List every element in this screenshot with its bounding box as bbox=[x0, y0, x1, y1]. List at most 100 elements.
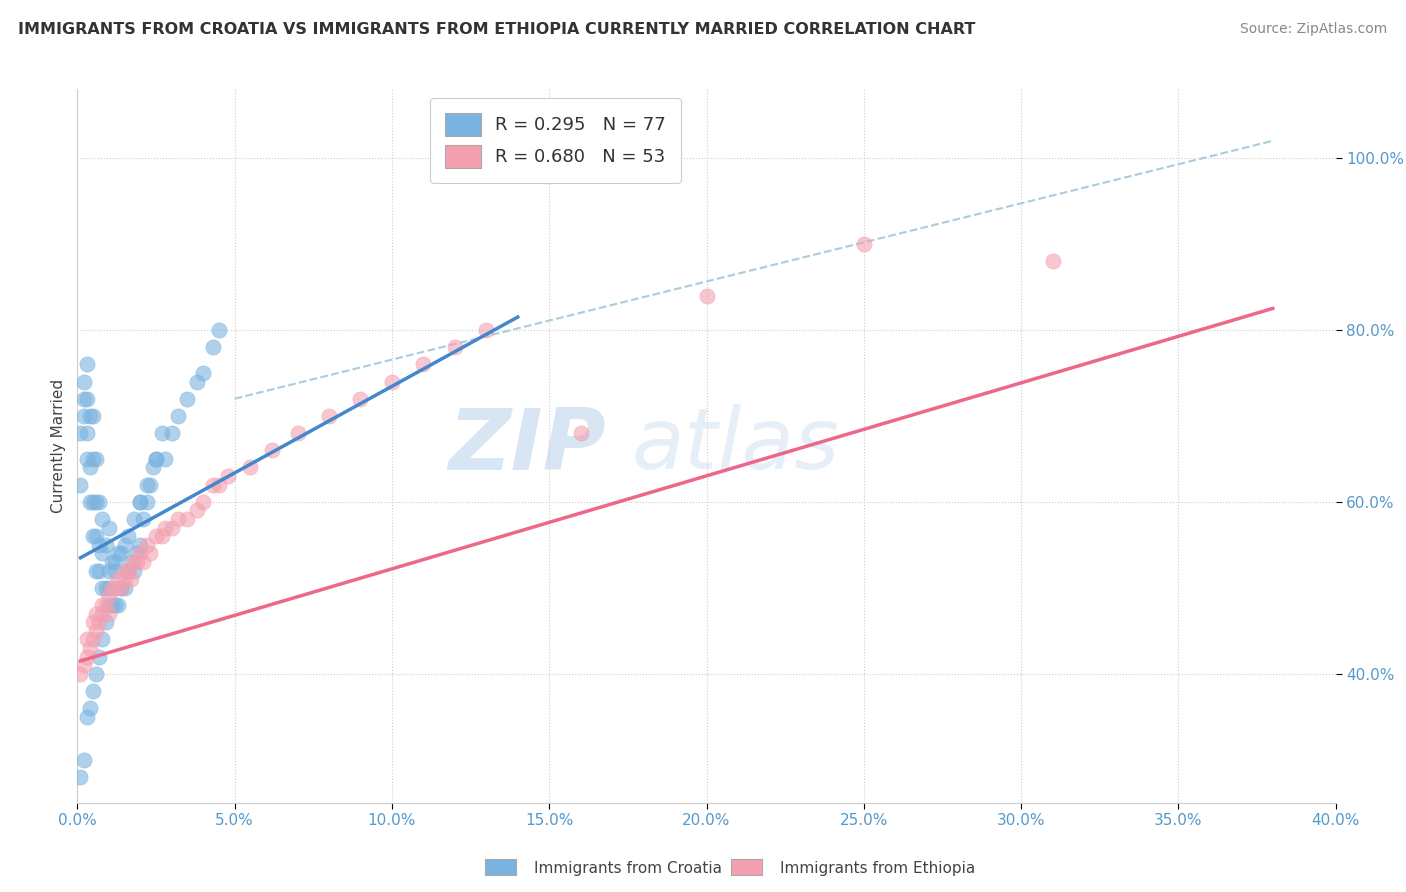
Point bbox=[110, 581, 132, 595]
Point bbox=[82, 451, 104, 466]
Point bbox=[117, 564, 139, 578]
Point bbox=[145, 451, 167, 466]
Point bbox=[167, 409, 190, 423]
Point bbox=[69, 770, 91, 784]
Point bbox=[160, 521, 183, 535]
Point bbox=[475, 323, 498, 337]
Point bbox=[89, 564, 111, 578]
Point bbox=[132, 555, 155, 569]
Point bbox=[129, 495, 152, 509]
Point bbox=[287, 426, 309, 441]
Text: IMMIGRANTS FROM CROATIA VS IMMIGRANTS FROM ETHIOPIA CURRENTLY MARRIED CORRELATIO: IMMIGRANTS FROM CROATIA VS IMMIGRANTS FR… bbox=[18, 22, 976, 37]
Text: Immigrants from Ethiopia: Immigrants from Ethiopia bbox=[780, 862, 976, 876]
Point bbox=[97, 590, 120, 604]
Point bbox=[104, 555, 127, 569]
Point bbox=[79, 409, 101, 423]
Point bbox=[84, 495, 107, 509]
Point bbox=[91, 546, 114, 560]
Point bbox=[191, 495, 215, 509]
Point bbox=[94, 598, 117, 612]
Point bbox=[122, 512, 145, 526]
Point bbox=[79, 495, 101, 509]
Point bbox=[76, 451, 98, 466]
Point bbox=[72, 392, 94, 406]
Point bbox=[104, 564, 127, 578]
Point bbox=[97, 521, 120, 535]
Point bbox=[89, 649, 111, 664]
Point bbox=[91, 512, 114, 526]
Point bbox=[176, 392, 198, 406]
Point bbox=[135, 495, 157, 509]
Point bbox=[349, 392, 371, 406]
Point bbox=[120, 555, 142, 569]
Point bbox=[110, 581, 132, 595]
Point bbox=[84, 666, 107, 681]
Point bbox=[97, 564, 120, 578]
Point bbox=[132, 512, 155, 526]
Point bbox=[72, 658, 94, 673]
Point bbox=[89, 495, 111, 509]
Text: ZIP: ZIP bbox=[449, 404, 606, 488]
Point bbox=[127, 546, 149, 560]
Point bbox=[69, 666, 91, 681]
Text: Source: ZipAtlas.com: Source: ZipAtlas.com bbox=[1240, 22, 1388, 37]
Text: Immigrants from Croatia: Immigrants from Croatia bbox=[534, 862, 723, 876]
Point bbox=[76, 426, 98, 441]
Point bbox=[76, 392, 98, 406]
Point bbox=[155, 451, 177, 466]
Point bbox=[127, 555, 149, 569]
Point bbox=[135, 477, 157, 491]
Point bbox=[191, 366, 215, 380]
Point bbox=[208, 477, 231, 491]
Point bbox=[84, 564, 107, 578]
Point bbox=[208, 323, 231, 337]
Point bbox=[145, 529, 167, 543]
Point bbox=[72, 375, 94, 389]
Point bbox=[239, 460, 262, 475]
Point bbox=[89, 615, 111, 630]
Point bbox=[76, 632, 98, 647]
Text: atlas: atlas bbox=[631, 404, 839, 488]
Point bbox=[97, 598, 120, 612]
Point bbox=[852, 236, 875, 251]
Point bbox=[167, 512, 190, 526]
Point bbox=[101, 581, 124, 595]
Point bbox=[107, 598, 129, 612]
Point bbox=[76, 357, 98, 371]
Point bbox=[82, 615, 104, 630]
Point bbox=[129, 546, 152, 560]
Point bbox=[89, 538, 111, 552]
Point bbox=[135, 538, 157, 552]
Point bbox=[114, 572, 136, 586]
Point bbox=[117, 529, 139, 543]
Point bbox=[69, 426, 91, 441]
Point bbox=[79, 701, 101, 715]
Y-axis label: Currently Married: Currently Married bbox=[51, 379, 66, 513]
Point bbox=[97, 607, 120, 621]
Point bbox=[114, 538, 136, 552]
Point bbox=[201, 477, 224, 491]
Point bbox=[69, 477, 91, 491]
Point bbox=[82, 529, 104, 543]
Point bbox=[107, 572, 129, 586]
Point bbox=[104, 598, 127, 612]
Point bbox=[91, 598, 114, 612]
Point bbox=[114, 581, 136, 595]
Point bbox=[91, 632, 114, 647]
Point bbox=[82, 409, 104, 423]
Point bbox=[82, 684, 104, 698]
Point bbox=[84, 529, 107, 543]
Point bbox=[94, 581, 117, 595]
Point bbox=[186, 503, 208, 517]
Point bbox=[91, 607, 114, 621]
Point bbox=[82, 632, 104, 647]
Point bbox=[696, 288, 718, 302]
Point bbox=[110, 546, 132, 560]
Point bbox=[381, 375, 404, 389]
Point bbox=[217, 469, 239, 483]
Point bbox=[72, 409, 94, 423]
Point bbox=[101, 555, 124, 569]
Point bbox=[138, 477, 160, 491]
Point bbox=[101, 598, 124, 612]
Point bbox=[138, 546, 160, 560]
